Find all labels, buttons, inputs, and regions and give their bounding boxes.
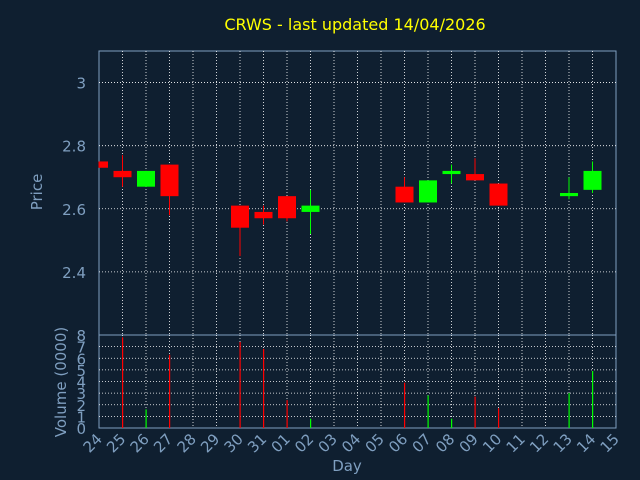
day-axis-label: Day [332,457,362,475]
day-tick-label: 12 [526,430,552,456]
volume-bar [310,418,312,428]
volume-bar [592,371,594,428]
day-tick-label: 11 [503,430,529,456]
price-axis-label: Price [28,174,46,211]
candle-body [442,170,461,175]
candles [98,155,602,257]
price-tick-label: 2.8 [62,138,86,156]
candle-body [466,174,484,181]
candle-body [254,211,273,219]
volume-tick-label: 6 [76,350,86,368]
candle-body [278,196,296,219]
candle-body [395,186,414,203]
candle-body [231,205,249,228]
price-y-ticks: 2.4 2.6 2.8 3 [62,75,86,282]
volume-bar [239,341,241,428]
price-panel: 2.4 2.6 2.8 3 Price [28,50,617,336]
day-tick-label: 10 [479,430,505,456]
day-tick-label: 27 [150,430,176,456]
volume-tick-label: 8 [76,327,86,345]
volume-axis-label: Volume (0000) [52,327,70,437]
chart-title: CRWS - last updated 14/04/2026 [224,15,485,34]
day-tick-label: 05 [362,430,388,456]
volume-grid [99,335,616,428]
candle-body [419,180,437,203]
day-tick-label: 15 [597,430,623,456]
volume-tick-label: 2 [76,397,86,415]
candle-body [160,164,179,197]
day-tick-label: 31 [244,430,270,456]
volume-bars [122,337,594,428]
volume-bar [263,348,265,428]
candle-body [137,170,155,187]
volume-bar [404,382,406,428]
volume-bar [568,393,570,428]
volume-bar [474,396,476,428]
day-tick-label: 09 [456,430,482,456]
day-tick-label: 28 [174,430,200,456]
volume-bar [451,418,453,428]
day-tick-label: 06 [385,430,411,456]
day-tick-label: 08 [432,430,458,456]
candle-body [560,193,578,197]
candle-body [583,170,602,190]
volume-tick-label: 1 [76,408,86,426]
volume-bar [498,408,500,428]
day-tick-label: 02 [291,430,317,456]
volume-bar [286,400,288,428]
volume-tick-label: 7 [76,339,86,357]
volume-tick-label: 4 [76,374,86,392]
day-tick-label: 07 [409,430,435,456]
candle-body [99,161,108,168]
day-tick-label: 14 [573,430,599,456]
volume-bar [145,409,147,428]
day-ticks: 2425262728293031010203040506070809101112… [80,430,623,456]
day-tick-label: 01 [268,430,294,456]
volume-tick-label: 3 [76,385,86,403]
candle-body [301,205,320,212]
volume-bar [169,354,171,428]
day-tick-label: 04 [338,430,364,456]
day-tick-label: 25 [103,430,129,456]
volume-tick-label: 0 [76,420,86,438]
candle-body [113,170,132,178]
volume-bar [122,337,124,428]
day-tick-label: 13 [550,430,576,456]
volume-bar [427,395,429,428]
volume-tick-label: 5 [76,362,86,380]
price-tick-label: 3 [76,75,86,93]
price-tick-label: 2.6 [62,201,86,219]
day-tick-label: 30 [221,430,247,456]
price-tick-label: 2.4 [62,264,86,282]
day-tick-label: 26 [127,430,153,456]
candle-body [489,183,508,206]
day-tick-label: 03 [315,430,341,456]
day-tick-label: 29 [197,430,223,456]
